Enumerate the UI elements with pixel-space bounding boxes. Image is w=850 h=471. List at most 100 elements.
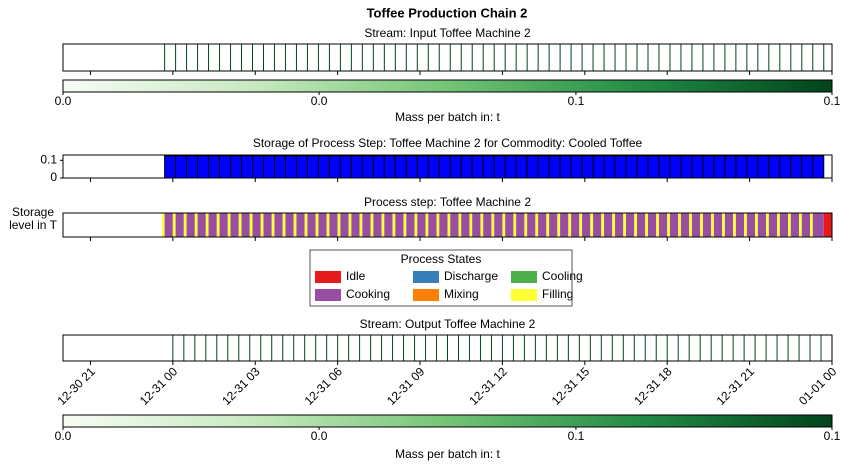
state-segment xyxy=(392,213,396,237)
x-tick-label: 12-31 12 xyxy=(466,364,510,408)
legend-swatch xyxy=(511,289,537,301)
state-segment xyxy=(656,213,659,237)
state-segment xyxy=(669,213,679,237)
legend-swatch xyxy=(315,289,341,301)
state-segment xyxy=(406,213,415,237)
storage-bar xyxy=(757,155,770,179)
state-segment xyxy=(480,213,484,237)
state-segment xyxy=(447,213,451,237)
state-segment xyxy=(744,213,747,237)
storage-bar xyxy=(779,155,792,179)
state-segment xyxy=(329,213,338,237)
state-segment xyxy=(296,213,305,237)
state-segment xyxy=(216,213,220,237)
storage-bar xyxy=(647,155,660,179)
storage-bar xyxy=(273,155,286,179)
x-tick-label: 12-31 21 xyxy=(714,364,758,408)
storage-bar xyxy=(746,155,759,179)
subplot-title: Stream: Input Toffee Machine 2 xyxy=(364,26,531,40)
state-segment xyxy=(417,213,426,237)
y-tick-label: 0.1 xyxy=(40,152,57,166)
state-segment xyxy=(362,213,371,237)
legend-swatch xyxy=(315,271,341,283)
state-segment xyxy=(812,213,824,237)
state-segment xyxy=(779,213,789,237)
state-segment xyxy=(219,213,228,237)
state-segment xyxy=(461,213,470,237)
storage-bar xyxy=(581,155,594,179)
storage-bar xyxy=(614,155,627,179)
state-segment xyxy=(351,213,360,237)
state-segment xyxy=(252,213,261,237)
storage-bar xyxy=(713,155,726,179)
state-segment xyxy=(359,213,363,237)
storage-bar xyxy=(328,155,341,179)
state-segment xyxy=(436,213,440,237)
storage-bar xyxy=(548,155,561,179)
x-tick-label: 12-31 03 xyxy=(219,364,263,408)
state-segment xyxy=(527,213,536,237)
state-segment xyxy=(260,213,264,237)
legend-label: Cooking xyxy=(346,287,390,301)
state-segment xyxy=(626,213,635,237)
state-segment xyxy=(647,213,657,237)
state-segment xyxy=(307,213,316,237)
storage-bar xyxy=(526,155,539,179)
y-axis-label: Storage xyxy=(12,205,54,219)
legend-label: Idle xyxy=(346,269,366,283)
colorbar xyxy=(62,414,833,428)
storage-bar xyxy=(383,155,396,179)
state-segment xyxy=(285,213,294,237)
state-segment xyxy=(604,213,613,237)
state-segment xyxy=(348,213,352,237)
state-segment xyxy=(502,213,506,237)
colorbar-tick-label: 0.1 xyxy=(824,429,841,443)
state-segment xyxy=(186,213,195,237)
state-segment xyxy=(538,213,547,237)
state-segment xyxy=(568,213,572,237)
state-segment xyxy=(535,213,539,237)
storage-bar xyxy=(537,155,550,179)
storage-bar xyxy=(361,155,374,179)
state-segment xyxy=(425,213,429,237)
x-tick-label: 12-30 21 xyxy=(54,364,98,408)
state-segment xyxy=(546,213,550,237)
state-segment xyxy=(428,213,437,237)
x-tick-label: 12-31 15 xyxy=(549,364,593,408)
x-tick-label: 12-31 18 xyxy=(631,364,675,408)
state-segment xyxy=(450,213,459,237)
state-segment xyxy=(746,213,756,237)
state-segment xyxy=(711,213,714,237)
state-segment xyxy=(634,213,638,237)
colorbar-tick-label: 0.0 xyxy=(311,94,328,108)
state-segment xyxy=(395,213,404,237)
state-segment xyxy=(274,213,283,237)
storage-bar xyxy=(208,155,221,179)
y-tick-label: 0 xyxy=(50,170,57,184)
state-segment xyxy=(197,213,206,237)
state-segment xyxy=(735,213,745,237)
state-segment xyxy=(483,213,492,237)
storage-bar xyxy=(801,155,814,179)
y-axis-label: level in T xyxy=(9,218,57,232)
storage-bar xyxy=(493,155,506,179)
state-segment xyxy=(439,213,448,237)
state-segment xyxy=(768,213,778,237)
storage-bar xyxy=(460,155,473,179)
state-segment xyxy=(370,213,374,237)
storage-bar xyxy=(317,155,330,179)
storage-bar xyxy=(636,155,649,179)
legend-label: Mixing xyxy=(444,287,479,301)
state-segment xyxy=(263,213,272,237)
plot-frame xyxy=(62,43,833,72)
storage-bar xyxy=(284,155,297,179)
state-segment xyxy=(810,213,813,237)
storage-bar xyxy=(427,155,440,179)
colorbar-tick-label: 0.1 xyxy=(568,429,585,443)
state-segment xyxy=(593,213,602,237)
storage-bar xyxy=(306,155,319,179)
storage-bar xyxy=(724,155,737,179)
state-segment xyxy=(293,213,297,237)
storage-bar xyxy=(790,155,803,179)
